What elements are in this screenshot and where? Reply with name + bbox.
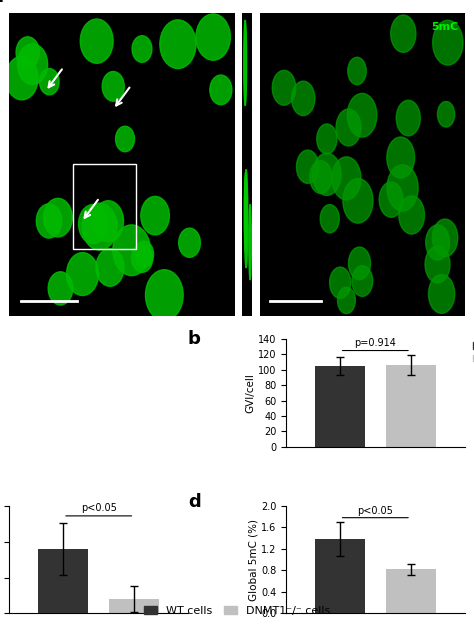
Circle shape xyxy=(245,170,248,268)
Text: p=0.914: p=0.914 xyxy=(355,338,396,348)
Legend: WT cells, DNMT1⁻/⁻ cells: WT cells, DNMT1⁻/⁻ cells xyxy=(469,338,474,367)
Circle shape xyxy=(80,19,113,63)
Text: 5mC: 5mC xyxy=(431,22,458,32)
Bar xyxy=(109,599,159,613)
Circle shape xyxy=(93,201,124,242)
Circle shape xyxy=(347,93,377,137)
Bar xyxy=(38,549,88,613)
Bar xyxy=(73,164,136,249)
Circle shape xyxy=(66,252,99,295)
Circle shape xyxy=(96,249,124,286)
Legend: WT cells, DNMT1⁻/⁻ cells: WT cells, DNMT1⁻/⁻ cells xyxy=(139,602,335,620)
Circle shape xyxy=(329,267,351,299)
Circle shape xyxy=(141,197,169,235)
Circle shape xyxy=(432,219,458,257)
Circle shape xyxy=(426,225,449,260)
Circle shape xyxy=(39,68,59,95)
Circle shape xyxy=(348,57,366,85)
Y-axis label: GVI/cell: GVI/cell xyxy=(245,373,255,413)
Circle shape xyxy=(196,14,230,60)
Text: b: b xyxy=(188,331,201,349)
Title: DNMT1⁻/⁻ cells: DNMT1⁻/⁻ cells xyxy=(315,0,410,13)
Circle shape xyxy=(210,75,232,105)
Circle shape xyxy=(332,157,361,200)
Circle shape xyxy=(296,150,319,183)
Circle shape xyxy=(36,204,62,238)
Bar xyxy=(315,539,365,613)
Bar xyxy=(315,366,365,446)
Text: p<0.05: p<0.05 xyxy=(357,506,393,516)
Circle shape xyxy=(244,173,247,251)
Bar xyxy=(386,570,436,613)
Text: a: a xyxy=(0,0,3,6)
Title: WT cells: WT cells xyxy=(96,0,148,13)
Text: p<0.05: p<0.05 xyxy=(81,503,117,513)
Circle shape xyxy=(249,205,251,280)
Y-axis label: Global 5mC (%): Global 5mC (%) xyxy=(248,519,258,601)
Circle shape xyxy=(18,44,47,85)
Circle shape xyxy=(272,70,296,105)
Circle shape xyxy=(160,20,196,69)
Circle shape xyxy=(82,203,117,250)
Circle shape xyxy=(343,178,373,223)
Circle shape xyxy=(379,182,403,217)
Circle shape xyxy=(310,161,332,193)
Circle shape xyxy=(337,287,356,314)
Circle shape xyxy=(387,165,418,211)
Circle shape xyxy=(387,137,415,178)
Circle shape xyxy=(132,244,153,272)
Circle shape xyxy=(391,15,416,53)
Circle shape xyxy=(179,228,201,257)
Circle shape xyxy=(16,37,39,68)
Circle shape xyxy=(312,153,341,195)
Circle shape xyxy=(79,205,108,244)
Circle shape xyxy=(425,246,450,283)
Circle shape xyxy=(244,20,246,106)
Bar xyxy=(386,365,436,446)
Circle shape xyxy=(352,265,373,297)
Circle shape xyxy=(6,56,38,100)
Circle shape xyxy=(336,109,361,146)
Circle shape xyxy=(102,71,124,101)
Circle shape xyxy=(132,36,152,63)
Circle shape xyxy=(428,274,455,314)
Circle shape xyxy=(292,81,315,116)
Circle shape xyxy=(48,272,73,305)
Circle shape xyxy=(146,270,183,321)
Circle shape xyxy=(399,196,425,234)
Circle shape xyxy=(438,101,455,127)
Circle shape xyxy=(134,241,154,267)
Text: d: d xyxy=(188,493,201,511)
Circle shape xyxy=(433,20,463,65)
Circle shape xyxy=(113,225,150,275)
Circle shape xyxy=(317,124,337,154)
Circle shape xyxy=(116,126,135,151)
Circle shape xyxy=(44,198,72,237)
Circle shape xyxy=(348,247,371,280)
Circle shape xyxy=(396,100,420,136)
Circle shape xyxy=(320,205,339,233)
